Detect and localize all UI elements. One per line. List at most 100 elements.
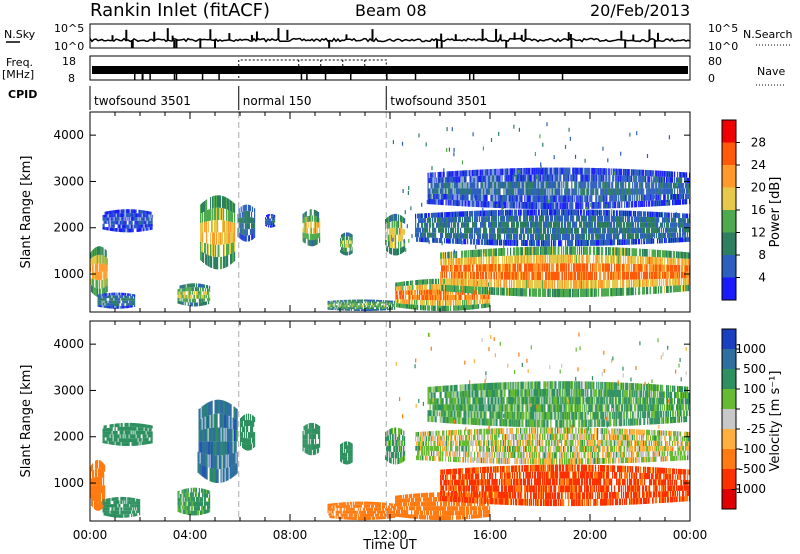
range-cell (177, 294, 179, 298)
range-cell (445, 294, 447, 301)
range-cell (638, 211, 640, 217)
range-cell (365, 309, 367, 311)
range-cell (265, 220, 267, 223)
range-cell (608, 221, 610, 228)
range-cell (536, 271, 538, 281)
range-cell (531, 271, 533, 280)
range-cell (350, 233, 352, 238)
range-cell (478, 200, 480, 208)
range-cell (314, 239, 317, 246)
range-cell (590, 271, 592, 281)
range-cell (468, 299, 470, 305)
range-cell (459, 176, 461, 183)
range-cell (448, 278, 450, 285)
range-cell (398, 241, 400, 249)
range-cell (575, 280, 577, 289)
range-cell (470, 182, 472, 189)
range-cell (653, 238, 655, 244)
range-cell (553, 221, 555, 228)
range-cell (444, 289, 446, 295)
range-cell (553, 227, 555, 234)
range-cell (565, 233, 567, 241)
range-cell (124, 292, 126, 296)
range-cell (560, 233, 562, 241)
range-cell (177, 289, 179, 292)
range-cell (405, 290, 407, 295)
range-cell (361, 299, 363, 302)
range-cell (221, 207, 223, 221)
range-cell (498, 279, 500, 288)
range-cell (247, 235, 249, 242)
range-cell (471, 294, 473, 300)
range-cell (433, 227, 435, 233)
range-cell (328, 303, 330, 306)
range-cell (435, 217, 437, 223)
range-cell (627, 271, 629, 280)
range-cell (196, 294, 198, 299)
range-cell (559, 240, 561, 247)
range-cell (104, 293, 106, 296)
range-cell (650, 279, 652, 287)
range-cell (536, 221, 538, 228)
range-cell (542, 254, 544, 264)
range-cell (648, 216, 650, 223)
range-cell (671, 257, 673, 265)
range-cell (536, 280, 538, 289)
range-cell (423, 289, 425, 295)
range-cell (403, 246, 405, 253)
range-cell (117, 298, 119, 301)
range-cell (419, 218, 421, 223)
range-cell (622, 239, 624, 246)
range-cell (451, 251, 453, 259)
range-cell (133, 224, 135, 229)
range-cell (483, 210, 485, 217)
range-cell (594, 246, 596, 255)
range-cell (423, 279, 425, 285)
range-cell (589, 215, 591, 222)
range-cell (536, 240, 538, 247)
range-cell (148, 211, 150, 215)
range-cell (483, 233, 485, 240)
range-cell (450, 251, 452, 259)
range-cell (434, 227, 436, 233)
range-cell (605, 239, 607, 246)
range-cell (684, 213, 686, 219)
range-cell (454, 264, 456, 272)
range-cell (195, 291, 197, 295)
range-cell (471, 233, 473, 239)
range-cell (122, 224, 124, 229)
range-cell (469, 170, 471, 177)
range-cell (372, 307, 374, 310)
range-cell (431, 188, 433, 194)
range-cell (347, 303, 349, 306)
range-cell (614, 247, 616, 256)
range-cell (375, 299, 378, 302)
range-cell (478, 188, 480, 195)
range-cell (477, 239, 479, 245)
range-cell (248, 211, 250, 218)
range-cell (129, 228, 131, 233)
range-cell (616, 233, 618, 240)
range-cell (339, 307, 341, 309)
range-cell (438, 199, 440, 205)
range-cell (362, 303, 364, 306)
range-cell (135, 220, 137, 225)
range-cell (444, 188, 446, 194)
range-cell (637, 256, 639, 264)
range-cell (429, 284, 431, 290)
range-cell (525, 288, 527, 297)
range-cell (643, 287, 645, 295)
range-cell (544, 240, 546, 247)
range-cell (572, 233, 574, 240)
range-cell (370, 299, 372, 302)
range-cell (151, 217, 153, 221)
range-cell (470, 233, 472, 239)
range-cell (181, 288, 183, 292)
range-cell (464, 194, 466, 201)
range-cell (605, 255, 607, 264)
range-cell (440, 188, 442, 194)
range-cell (610, 271, 612, 280)
range-cell (555, 246, 557, 255)
range-cell (216, 257, 218, 270)
range-cell (92, 249, 95, 257)
